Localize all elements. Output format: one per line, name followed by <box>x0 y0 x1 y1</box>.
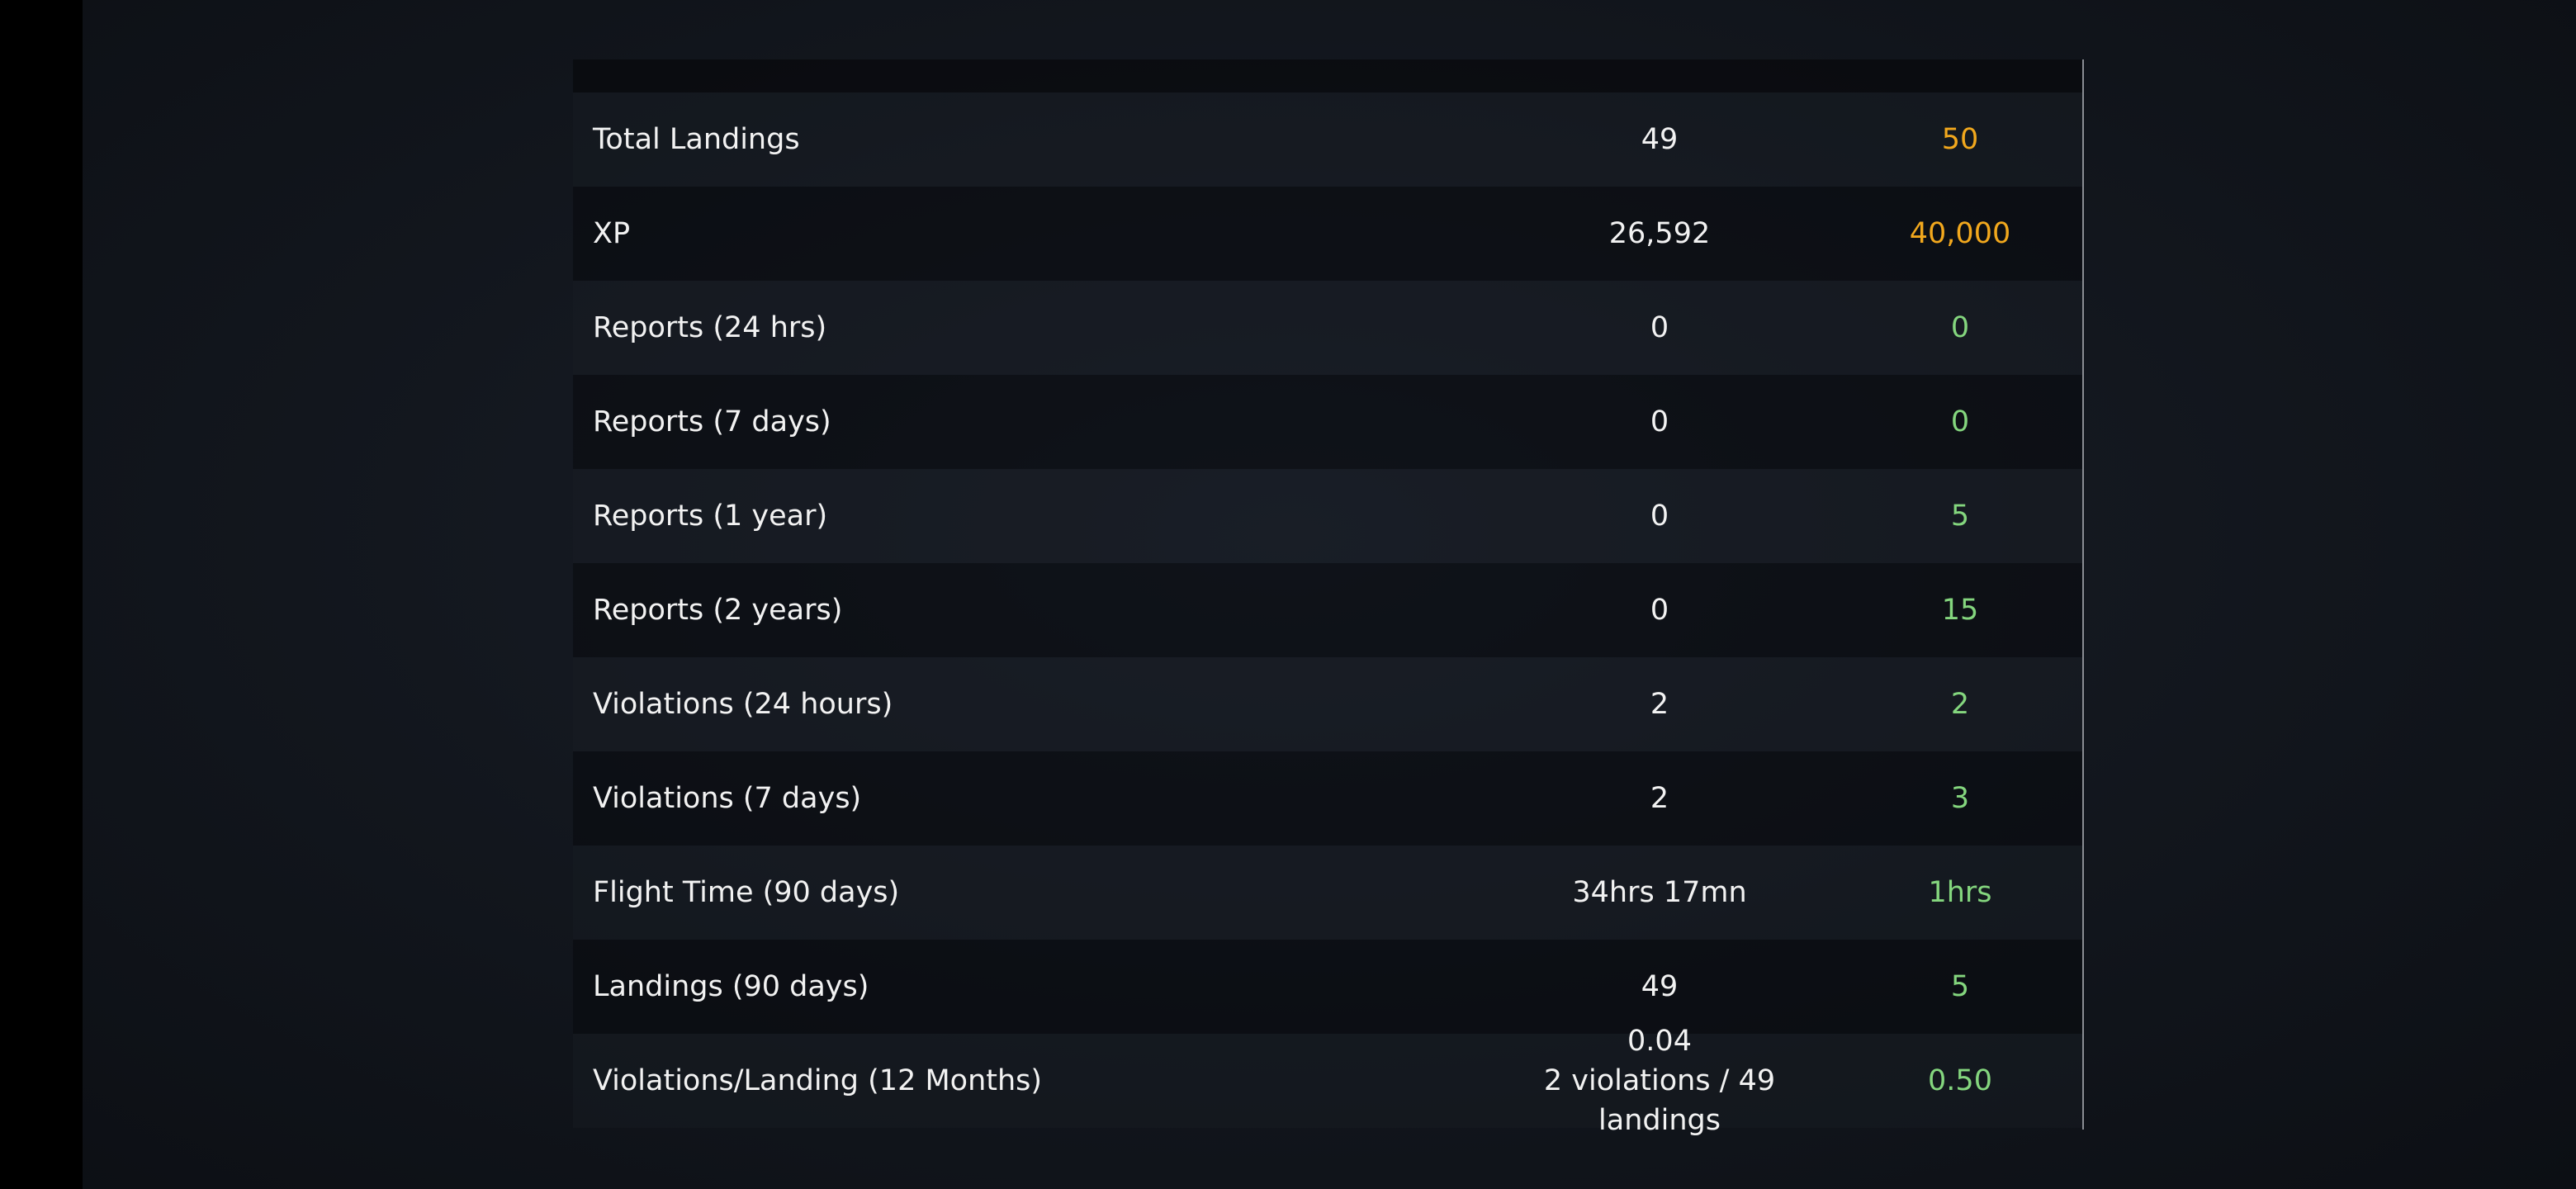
row-value: 2 <box>1527 685 1792 724</box>
table-row: Total Landings 49 50 <box>573 92 2084 187</box>
row-value: 34hrs 17mn <box>1527 873 1792 912</box>
row-value: 49 <box>1527 120 1792 159</box>
value-text: 0 <box>1650 500 1669 533</box>
value-text: 0 <box>1650 311 1669 344</box>
table-row: Landings (90 days) 49 5 <box>573 940 2084 1034</box>
value-text: 2 <box>1650 688 1669 721</box>
table-row: Violations/Landing (12 Months) 0.04 2 viol… <box>573 1025 2084 1137</box>
value-text: 49 <box>1641 970 1679 1003</box>
row-label: Violations/Landing (12 Months) <box>593 1064 1043 1097</box>
row-label: Violations (24 hours) <box>593 688 893 721</box>
requirements-table: Total Landings 49 50 XP 26,592 40,000 Reports … <box>573 59 2084 1137</box>
value-text: 26,592 <box>1608 217 1711 250</box>
row-label: Reports (24 hrs) <box>593 311 827 344</box>
value-text: 0 <box>1650 594 1669 627</box>
value-text: 49 <box>1641 123 1679 156</box>
row-required: 0 <box>1950 405 1970 438</box>
table-row: Reports (1 year) 0 5 <box>573 469 2084 563</box>
table-row: Flight Time (90 days) 34hrs 17mn 1hrs <box>573 846 2084 940</box>
row-value: 26,592 <box>1527 214 1792 253</box>
table-row: Reports (2 years) 0 15 <box>573 563 2084 657</box>
row-value: 49 <box>1527 967 1792 1007</box>
table-row-partial <box>573 59 2084 92</box>
row-label: Reports (1 year) <box>593 500 828 533</box>
row-label: Reports (7 days) <box>593 405 831 438</box>
row-required: 50 <box>1941 123 1979 156</box>
row-required: 15 <box>1941 594 1979 627</box>
row-required: 0 <box>1950 311 1970 344</box>
row-label: Flight Time (90 days) <box>593 876 900 909</box>
row-required: 5 <box>1950 970 1970 1003</box>
row-value: 0.04 2 violations / 49 landings <box>1527 1021 1792 1140</box>
table-row: Reports (24 hrs) 0 0 <box>573 281 2084 375</box>
row-required: 2 <box>1950 688 1970 721</box>
table-row: Violations (7 days) 2 3 <box>573 751 2084 846</box>
row-label: XP <box>593 217 631 250</box>
row-value: 0 <box>1527 496 1792 536</box>
value-text: 2 <box>1650 782 1669 815</box>
row-required: 0.50 <box>1928 1064 1992 1097</box>
value-text: 34hrs 17mn <box>1572 876 1747 909</box>
table-row: Violations (24 hours) 2 2 <box>573 657 2084 751</box>
row-label: Reports (2 years) <box>593 594 843 627</box>
row-value: 0 <box>1527 590 1792 630</box>
row-required: 40,000 <box>1909 217 2011 250</box>
table-row: XP 26,592 40,000 <box>573 187 2084 281</box>
row-required: 5 <box>1950 500 1970 533</box>
value-text: 0.04 <box>1627 1025 1692 1058</box>
row-value: 0 <box>1527 308 1792 348</box>
row-label: Landings (90 days) <box>593 970 869 1003</box>
row-label: Violations (7 days) <box>593 782 862 815</box>
value-detail: 2 violations / 49 landings <box>1543 1064 1776 1137</box>
table-divider <box>2082 59 2084 1130</box>
table-row: Reports (7 days) 0 0 <box>573 375 2084 469</box>
row-required: 1hrs <box>1928 876 1992 909</box>
left-edge-bar <box>0 0 83 1189</box>
row-required: 3 <box>1950 782 1970 815</box>
value-text: 0 <box>1650 405 1669 438</box>
row-label: Total Landings <box>593 123 800 156</box>
row-value: 2 <box>1527 779 1792 818</box>
row-value: 0 <box>1527 402 1792 442</box>
